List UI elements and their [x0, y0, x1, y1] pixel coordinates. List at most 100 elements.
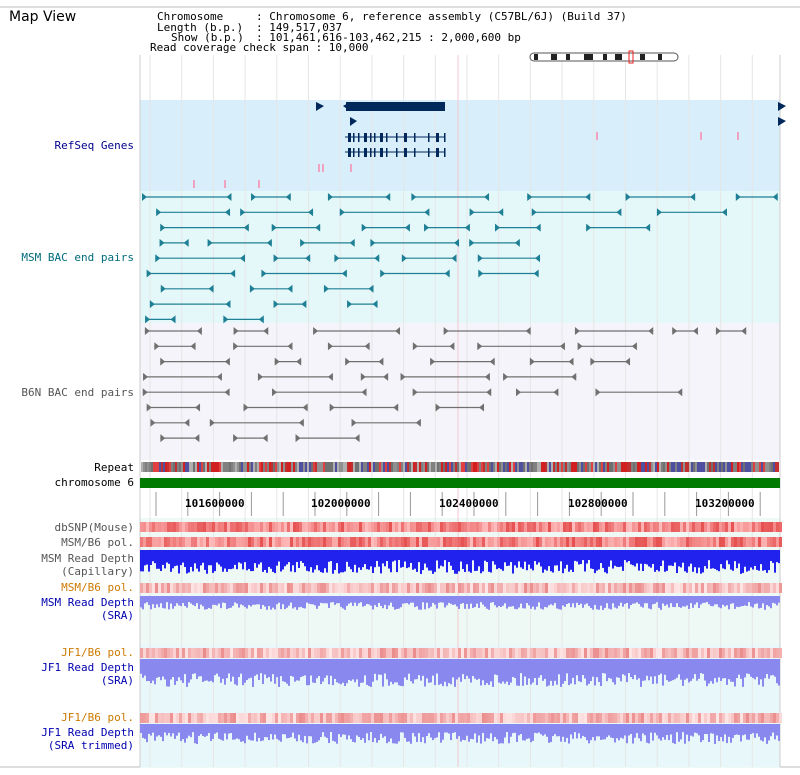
read-depth-bar [650, 659, 652, 677]
track-label-jf1-depth-trimmed-sub: (SRA trimmed) [47, 739, 134, 752]
polymorphism-cell [728, 537, 731, 547]
polymorphism-cell [650, 583, 653, 593]
track-label-msm-depth-sra[interactable]: MSM Read Depth [41, 596, 134, 609]
read-depth-bar [302, 724, 304, 743]
track-label-msm-depth-capillary[interactable]: MSM Read Depth [41, 552, 134, 565]
track-label-b6n-bac[interactable]: B6N BAC end pairs [21, 386, 134, 399]
read-depth-bar [300, 596, 302, 607]
polymorphism-cell [236, 537, 239, 547]
read-depth-bar [278, 724, 280, 741]
read-depth-bar [420, 596, 422, 610]
polymorphism-cell [422, 522, 425, 532]
polymorphism-cell [431, 583, 434, 593]
polymorphism-cell [344, 648, 347, 658]
read-depth-bar [270, 659, 272, 682]
polymorphism-cell [407, 537, 410, 547]
track-label-refseq[interactable]: RefSeq Genes [54, 139, 134, 152]
b6n-bac-end [489, 357, 495, 366]
read-depth-bar [456, 550, 458, 574]
read-depth-bar [678, 596, 680, 608]
read-depth-bar [204, 659, 206, 681]
read-depth-bar [454, 659, 456, 687]
track-label-jf1-b6-pol-2[interactable]: JF1/B6 pol. [61, 711, 134, 724]
read-depth-bar [578, 550, 580, 565]
read-depth-bar [184, 724, 186, 743]
track-label-jf1-depth-trimmed[interactable]: JF1 Read Depth [41, 726, 134, 739]
read-depth-bar [386, 659, 388, 680]
ideogram-band [640, 54, 645, 60]
polymorphism-cell [437, 648, 440, 658]
read-depth-bar [734, 596, 736, 609]
read-depth-bar [462, 550, 464, 570]
read-depth-bar [252, 550, 254, 572]
read-depth-bar [524, 724, 526, 741]
repeat-segment [315, 462, 317, 472]
refseq-exon [386, 133, 388, 142]
polymorphism-cell [638, 583, 641, 593]
polymorphism-cell [296, 583, 299, 593]
read-depth-bar [144, 659, 146, 676]
read-depth-bar [258, 596, 260, 605]
polymorphism-cell [755, 537, 758, 547]
repeat-segment [553, 462, 555, 472]
track-label-msm-b6-pol-2[interactable]: MSM/B6 pol. [61, 581, 134, 594]
read-depth-bar [760, 596, 762, 608]
msm-bac-end [334, 254, 340, 263]
read-depth-bar [540, 724, 542, 735]
repeat-segment [627, 462, 629, 472]
polymorphism-cell [548, 648, 551, 658]
polymorphism-cell [335, 522, 338, 532]
read-depth-bar [490, 724, 492, 734]
read-depth-bar [688, 659, 690, 683]
read-depth-bar [762, 659, 764, 687]
polymorphism-cell [623, 522, 626, 532]
polymorphism-cell [296, 522, 299, 532]
read-depth-bar [708, 550, 710, 561]
polymorphism-cell [332, 648, 335, 658]
track-label-msm-b6-pol[interactable]: MSM/B6 pol. [61, 536, 134, 549]
read-depth-bar [422, 550, 424, 571]
polymorphism-cell [569, 713, 572, 723]
polymorphism-cell [656, 583, 659, 593]
read-depth-bar [386, 550, 388, 562]
read-depth-bar [568, 659, 570, 686]
polymorphism-cell [206, 713, 209, 723]
polymorphism-cell [710, 713, 713, 723]
repeat-segment [719, 462, 721, 472]
polymorphism-cell [692, 537, 695, 547]
read-depth-bar [288, 596, 290, 606]
polymorphism-cell [455, 583, 458, 593]
track-label-jf1-b6-pol[interactable]: JF1/B6 pol. [61, 646, 134, 659]
track-label-msm-bac[interactable]: MSM BAC end pairs [21, 251, 134, 264]
track-label-dbsnp[interactable]: dbSNP(Mouse) [54, 521, 134, 534]
polymorphism-cell [236, 583, 239, 593]
read-depth-bar [500, 550, 502, 570]
read-depth-bar [632, 659, 634, 680]
read-depth-bar [778, 596, 780, 603]
read-depth-bar [676, 659, 678, 678]
track-label-repeat[interactable]: Repeat [94, 461, 134, 474]
track-label-jf1-depth-sra[interactable]: JF1 Read Depth [41, 661, 134, 674]
read-depth-bar [354, 724, 356, 743]
ideogram-band [658, 54, 662, 60]
b6n-bac-end [590, 357, 596, 366]
polymorphism-cell [626, 713, 629, 723]
polymorphism-cell [515, 537, 518, 547]
read-depth-bar [498, 724, 500, 744]
repeat-segment [245, 462, 247, 472]
polymorphism-cell [146, 648, 149, 658]
read-depth-bar [468, 724, 470, 742]
polymorphism-cell [548, 583, 551, 593]
polymorphism-cell [197, 522, 200, 532]
repeat-segment [737, 462, 739, 472]
read-depth-bar [400, 724, 402, 733]
polymorphism-cell [155, 648, 158, 658]
polymorphism-cell [611, 537, 614, 547]
read-depth-bar [730, 659, 732, 682]
read-depth-bar [194, 659, 196, 674]
read-depth-bar [620, 724, 622, 738]
polymorphism-cell [506, 522, 509, 532]
polymorphism-cell [197, 713, 200, 723]
polymorphism-cell [185, 583, 188, 593]
